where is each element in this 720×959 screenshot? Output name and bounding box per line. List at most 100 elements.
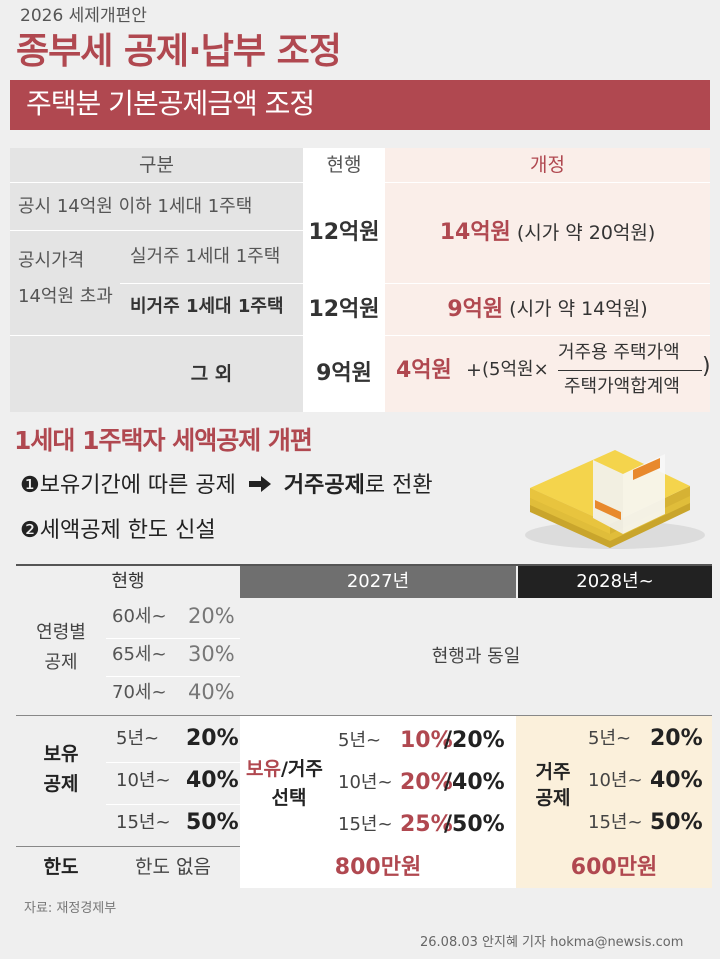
row-divider <box>106 676 240 677</box>
current-col-bg <box>16 598 240 888</box>
hold-rate: 50% <box>186 810 239 835</box>
bullet-1-post: 로 전환 <box>364 473 433 498</box>
bullet-2-text: 세액공제 한도 신설 <box>39 518 216 543</box>
bullet-2-number: ❷ <box>20 518 40 543</box>
fraction-bar <box>558 370 702 371</box>
bullet-1-bold: 거주공제 <box>283 473 365 498</box>
choice-year: 5년~ <box>338 730 382 751</box>
hold-year: 10년~ <box>116 770 171 791</box>
bullet-1-number: ❶ <box>20 473 40 498</box>
col-header-category: 구분 <box>139 153 174 176</box>
formula-close: ) <box>702 354 711 379</box>
source: 자료: 재정경제부 <box>24 901 117 916</box>
section-title: 1세대 1주택자 세액공제 개편 <box>14 426 313 455</box>
group-label-line1: 공시가격 <box>18 250 85 271</box>
bullet-2: ❷세액공제 한도 신설 <box>20 520 216 542</box>
limit-2027: 800만원 <box>334 854 422 880</box>
hold-label-2: 공제 <box>43 772 79 795</box>
divider <box>10 182 710 183</box>
revision-main-1: 14억원 <box>439 220 511 245</box>
revision-value-3: 9억원 (시가 약 14억원) <box>385 284 710 335</box>
res-rate: 40% <box>650 768 703 793</box>
choice-year: 10년~ <box>338 772 393 793</box>
current-value-1: 12억원 <box>308 220 380 245</box>
formula-denominator: 주택가액합계액 <box>564 376 680 397</box>
arrow-right-icon <box>248 475 271 497</box>
formula-numerator: 거주용 주택가액 <box>558 342 680 363</box>
deduction-table: 구분 현행 개정 공시 14억원 이하 1세대 1주택 공시가격 14억원 초과… <box>10 148 711 412</box>
divider <box>120 283 303 284</box>
row-label-4: 그 외 <box>190 362 233 385</box>
page-title: 종부세 공제·납부 조정 <box>16 31 342 72</box>
row-divider <box>106 804 240 805</box>
limit-divider <box>16 846 240 847</box>
divider <box>385 283 710 284</box>
row-label-1: 공시 14억원 이하 1세대 1주택 <box>18 196 253 217</box>
top-rule <box>16 564 712 566</box>
hold-label-1: 보유 <box>43 742 79 765</box>
age-rate: 20% <box>188 604 235 628</box>
choice-label-a: 보유 <box>246 758 281 780</box>
current-column-bg <box>303 148 385 412</box>
res-year: 10년~ <box>588 770 643 791</box>
choice-label-b: /거주 <box>280 758 323 780</box>
row-divider <box>106 762 240 763</box>
revision-note-1: (시가 약 20억원) <box>516 221 656 244</box>
res-year: 15년~ <box>588 812 643 833</box>
head-current: 현행 <box>111 571 145 592</box>
head-2028: 2028년~ <box>518 566 712 598</box>
section-divider <box>16 715 712 716</box>
choice-rate-res: /40% <box>444 770 505 795</box>
res-label-1: 거주 <box>535 760 571 783</box>
bullet-1-pre: 보유기간에 따른 공제 <box>39 473 236 498</box>
col-2028-bg <box>516 715 712 888</box>
age-value: 65세~ <box>112 644 167 665</box>
age-label-1: 연령별 <box>36 622 86 643</box>
limit-label: 한도 <box>43 856 79 878</box>
hold-rate: 40% <box>186 768 239 793</box>
hold-year: 5년~ <box>116 728 160 749</box>
col-2027-white-bg <box>240 715 516 888</box>
col-header-revision: 개정 <box>530 153 565 176</box>
hold-rate: 20% <box>186 726 239 751</box>
age-value: 70세~ <box>112 682 167 703</box>
kicker: 2026 세제개편안 <box>20 6 147 26</box>
banner-text: 주택분 기본공제금액 조정 <box>26 87 315 120</box>
res-year: 5년~ <box>588 728 632 749</box>
revision-main-4: 4억원 <box>396 358 452 383</box>
revision-main-3: 9억원 <box>447 296 504 322</box>
col-2028-top-bg <box>516 598 712 715</box>
limit-2028: 600만원 <box>570 854 658 880</box>
age-rate: 30% <box>188 642 235 666</box>
row-label-2: 실거주 1세대 1주택 <box>130 246 281 267</box>
tax-credit-table: 현행 2027년 2028년~ 연령별 공제 60세~ 20% 65세~ 30% 70세… <box>16 564 712 888</box>
formula-plus: + <box>466 359 482 381</box>
bullet-1: ❶보유기간에 따른 공제 거주공제로 전환 <box>20 475 433 497</box>
age-rate: 40% <box>188 680 235 704</box>
credit: 26.08.03 안지혜 기자 hokma@newsis.com <box>420 935 684 950</box>
money-stack-icon <box>515 440 710 555</box>
choice-label-1: 보유/거주 <box>246 760 323 779</box>
group-label-line2: 14억원 초과 <box>18 286 113 307</box>
choice-rate-hold: 25% <box>400 812 453 837</box>
divider <box>10 230 303 231</box>
age-value: 60세~ <box>112 606 167 627</box>
choice-rate-hold: 20% <box>400 770 453 795</box>
same-as-current: 현행과 동일 <box>431 645 521 667</box>
current-value-4: 9억원 <box>316 361 372 386</box>
revision-value-1: 14억원 (시가 약 20억원) <box>385 183 710 283</box>
res-rate: 20% <box>650 726 703 751</box>
res-rate: 50% <box>650 810 703 835</box>
revision-column-bg <box>385 148 710 412</box>
row-divider <box>106 638 240 639</box>
row-label-3: 비거주 1세대 1주택 <box>130 296 284 317</box>
banner: 주택분 기본공제금액 조정 <box>10 80 710 130</box>
choice-rate-hold: 10% <box>400 728 453 753</box>
choice-rate-res: /20% <box>444 728 505 753</box>
revision-note-3: (시가 약 14억원) <box>509 298 648 320</box>
col-header-current: 현행 <box>326 153 362 176</box>
age-label-2: 공제 <box>44 652 78 673</box>
divider <box>10 335 710 336</box>
formula-open: (5억원× <box>482 359 549 380</box>
